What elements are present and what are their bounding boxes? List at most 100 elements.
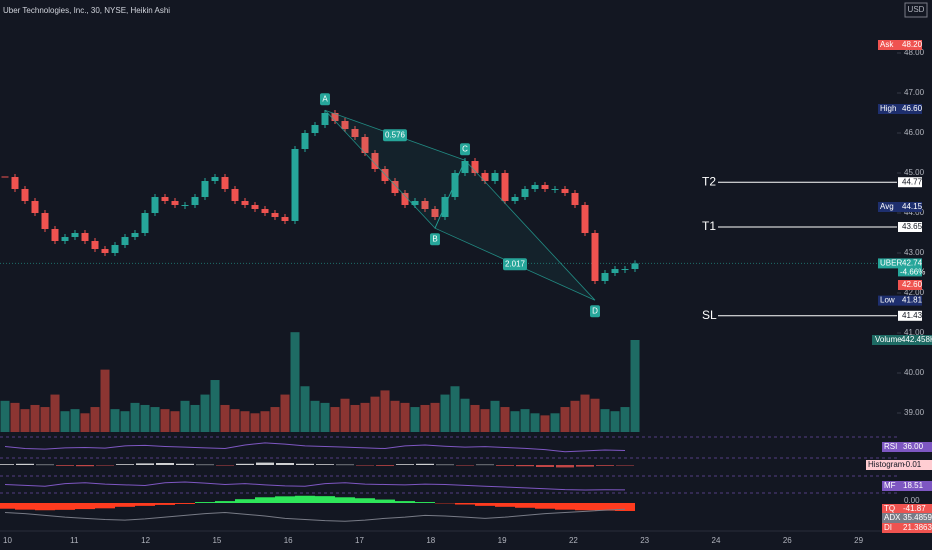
candle bbox=[571, 193, 579, 205]
indicator-value: 36.00 bbox=[903, 442, 924, 451]
zero-label: 0.00 bbox=[904, 496, 920, 505]
candle bbox=[141, 213, 149, 233]
candle bbox=[501, 173, 509, 201]
volume-bar bbox=[360, 402, 370, 432]
volume-bar bbox=[180, 400, 190, 432]
volume-bar bbox=[600, 409, 610, 432]
volume-bar bbox=[580, 394, 590, 432]
tq-bar bbox=[195, 502, 215, 503]
x-tick-label: 18 bbox=[426, 536, 435, 545]
candle bbox=[461, 161, 469, 173]
adx-line bbox=[4, 508, 626, 522]
hist-bar bbox=[496, 465, 514, 466]
volume-bar bbox=[70, 409, 80, 432]
candle bbox=[351, 129, 359, 137]
candle bbox=[451, 173, 459, 197]
tq-bar bbox=[395, 501, 415, 503]
x-tick-label: 23 bbox=[640, 536, 649, 545]
indicator-label-box bbox=[866, 460, 932, 470]
ratio-box bbox=[503, 258, 527, 271]
hist-bar bbox=[416, 463, 434, 465]
pattern-point-box bbox=[320, 93, 330, 106]
tq-bar bbox=[595, 503, 615, 511]
y-tick-label: 43.00 bbox=[904, 248, 925, 257]
indicator-label-box bbox=[882, 513, 932, 523]
mf-line bbox=[4, 481, 626, 491]
candle bbox=[341, 121, 349, 129]
hist-bar bbox=[116, 464, 134, 465]
price-label-box bbox=[898, 40, 922, 50]
volume-bar bbox=[420, 404, 430, 432]
candle bbox=[521, 189, 529, 197]
volume-bar bbox=[170, 411, 180, 432]
hist-bar bbox=[36, 464, 54, 466]
indicator-value: -41.87 bbox=[903, 504, 926, 513]
tq-bar bbox=[135, 503, 155, 506]
x-tick-label: 29 bbox=[854, 536, 863, 545]
price-name: Ask bbox=[880, 40, 894, 49]
candle bbox=[401, 193, 409, 205]
candle bbox=[161, 197, 169, 201]
candle bbox=[321, 113, 329, 125]
x-tick-label: 11 bbox=[70, 536, 79, 545]
volume-bar bbox=[50, 394, 60, 432]
y-tick-label: 39.00 bbox=[904, 408, 925, 417]
candle bbox=[201, 181, 209, 197]
tq-bar bbox=[115, 503, 135, 507]
hist-bar bbox=[596, 465, 614, 466]
volume-bar bbox=[190, 404, 200, 432]
volume-bar bbox=[310, 400, 320, 432]
hist-bar bbox=[216, 465, 234, 466]
hist-bar bbox=[276, 463, 294, 465]
y-tick-label: 45.00 bbox=[904, 168, 925, 177]
hist-bar bbox=[296, 463, 314, 465]
price-label-box bbox=[898, 222, 922, 232]
indicator-label-box bbox=[882, 442, 932, 452]
hist-bar bbox=[136, 463, 154, 465]
volume-bar bbox=[460, 398, 470, 432]
candle bbox=[221, 177, 229, 189]
volume-bar bbox=[290, 332, 300, 432]
indicator-name: Histogram bbox=[868, 460, 905, 469]
tq-bar bbox=[275, 496, 295, 503]
volume-name: Volume bbox=[875, 335, 902, 344]
volume-bar bbox=[480, 409, 490, 432]
volume-bar bbox=[550, 413, 560, 432]
volume-bar bbox=[520, 409, 530, 432]
hist-bar bbox=[336, 464, 354, 466]
currency: USD bbox=[908, 5, 925, 14]
chart-title: Uber Technologies, Inc., 30, NYSE, Heiki… bbox=[3, 6, 170, 15]
volume-bar bbox=[150, 407, 160, 432]
candle bbox=[111, 245, 119, 253]
price-label: 41.43 bbox=[902, 311, 923, 320]
candle bbox=[131, 233, 139, 237]
indicator-name: MF bbox=[884, 481, 896, 490]
price-name-box bbox=[878, 258, 898, 269]
rsi-line bbox=[4, 442, 626, 453]
tq-bar bbox=[515, 503, 535, 508]
candle bbox=[281, 217, 289, 221]
pattern-point-label: A bbox=[322, 94, 328, 103]
candle bbox=[481, 173, 489, 181]
y-tick-label: 44.00 bbox=[904, 208, 925, 217]
tq-bar bbox=[315, 496, 335, 503]
candle bbox=[361, 137, 369, 153]
price-label: 46.60 bbox=[902, 104, 923, 113]
candle bbox=[431, 209, 439, 217]
hist-bar bbox=[16, 463, 34, 465]
candle bbox=[471, 161, 479, 173]
indicator-value: 21.3863 bbox=[903, 523, 932, 532]
candle bbox=[41, 213, 49, 229]
candle bbox=[421, 201, 429, 209]
currency-box bbox=[904, 2, 928, 18]
hist-bar bbox=[376, 465, 394, 466]
volume-bar bbox=[160, 409, 170, 432]
candle bbox=[291, 149, 299, 221]
tq-bar bbox=[35, 503, 55, 511]
candle bbox=[71, 233, 79, 237]
candle bbox=[581, 205, 589, 233]
volume-bar bbox=[110, 409, 120, 432]
tq-bar bbox=[615, 503, 635, 511]
pattern-point-box bbox=[590, 305, 600, 318]
tq-bar bbox=[495, 503, 515, 507]
